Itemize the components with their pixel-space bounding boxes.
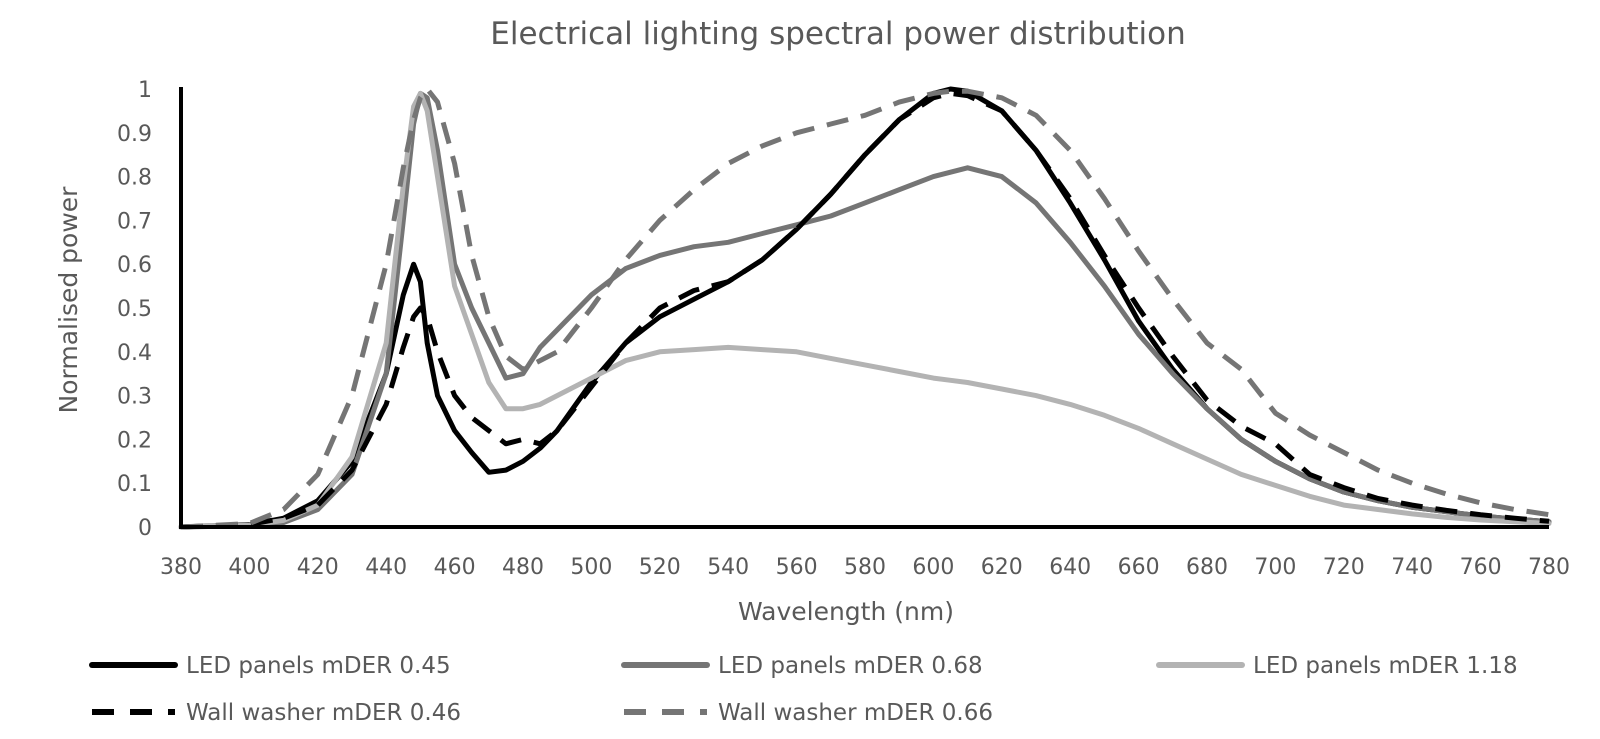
x-tick-label: 580 — [844, 555, 886, 580]
x-tick-label: 740 — [1391, 555, 1433, 580]
y-tick-label: 0.4 — [117, 341, 152, 366]
legend-label-1: LED panels mDER 0.45 — [186, 653, 451, 679]
y-tick-label: 0.7 — [117, 209, 152, 234]
x-tick-label: 420 — [297, 555, 339, 580]
x-tick-label: 600 — [912, 555, 954, 580]
x-tick-label: 620 — [981, 555, 1023, 580]
x-tick-label: 540 — [707, 555, 749, 580]
y-tick-label: 0.8 — [117, 166, 152, 191]
y-tick-label: 0.3 — [117, 385, 152, 410]
x-tick-label: 460 — [434, 555, 476, 580]
y-tick-label: 0.5 — [117, 297, 152, 322]
x-tick-label: 720 — [1323, 555, 1365, 580]
x-tick-label: 640 — [1049, 555, 1091, 580]
x-tick-label: 660 — [1118, 555, 1160, 580]
x-tick-label: 560 — [776, 555, 818, 580]
y-axis-title: Normalised power — [54, 186, 83, 414]
x-tick-label: 680 — [1186, 555, 1228, 580]
x-tick-label: 700 — [1254, 555, 1296, 580]
series-line-5 — [180, 86, 1550, 530]
y-tick-label: 0.1 — [117, 472, 152, 497]
x-tick-label: 400 — [228, 555, 270, 580]
legend: LED panels mDER 0.45 LED panels mDER 0.68… — [89, 653, 1518, 726]
x-ticks: 380 400 420 440 460 480 500 520 540 560 580 600 620 6… — [160, 555, 1570, 580]
series-layer — [178, 86, 1552, 530]
y-tick-label: 0.2 — [117, 428, 152, 453]
y-tick-label: 1 — [138, 78, 152, 103]
legend-label-2: LED panels mDER 0.68 — [718, 653, 983, 679]
x-tick-label: 760 — [1460, 555, 1502, 580]
y-ticks: 0 0.1 0.2 0.3 0.4 0.5 0.6 0.7 0.8 0.9 1 — [117, 78, 152, 541]
x-tick-label: 380 — [160, 555, 202, 580]
x-tick-label: 500 — [570, 555, 612, 580]
series-line-1 — [178, 86, 1552, 530]
legend-label-4: Wall washer mDER 0.46 — [186, 700, 461, 726]
y-tick-label: 0 — [138, 516, 152, 541]
x-tick-label: 440 — [365, 555, 407, 580]
y-tick-label: 0.6 — [117, 253, 152, 278]
legend-label-3: LED panels mDER 1.18 — [1253, 653, 1518, 679]
x-tick-label: 520 — [639, 555, 681, 580]
series-line-3 — [178, 90, 1552, 530]
x-tick-label: 780 — [1528, 555, 1570, 580]
x-axis-title: Wavelength (nm) — [738, 597, 954, 626]
x-tick-label: 480 — [502, 555, 544, 580]
chart-title: Electrical lighting spectral power distr… — [490, 16, 1185, 52]
legend-label-5: Wall washer mDER 0.66 — [718, 700, 993, 726]
y-tick-label: 0.9 — [117, 122, 152, 147]
axes-layer — [179, 87, 1549, 529]
series-line-4 — [180, 90, 1550, 530]
